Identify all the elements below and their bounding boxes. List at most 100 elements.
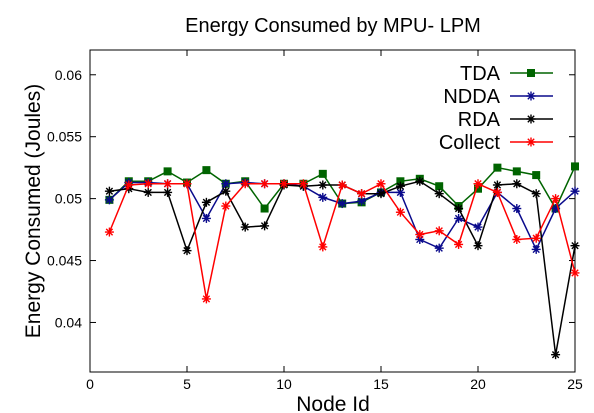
data-point-collect <box>337 180 347 190</box>
marker-stroke <box>105 196 114 204</box>
y-tick-label: 0.06 <box>55 67 82 83</box>
data-point-rda <box>143 187 153 197</box>
data-point-rda <box>570 241 580 251</box>
data-point-collect <box>551 194 561 204</box>
marker-stroke <box>513 180 521 188</box>
data-point-collect <box>182 179 192 189</box>
marker-stroke <box>474 180 482 188</box>
marker-stroke <box>202 198 211 207</box>
data-point-rda <box>182 246 192 256</box>
marker-stroke <box>551 350 560 359</box>
data-point-tda <box>260 204 269 213</box>
data-point-collect <box>318 242 328 252</box>
y-tick-label: 0.04 <box>55 314 82 330</box>
data-point-ndda <box>473 222 483 232</box>
marker-stroke <box>435 227 443 235</box>
legend-label: RDA <box>458 109 501 131</box>
data-point-ndda <box>318 192 328 202</box>
y-tick-label: 0.055 <box>47 129 82 145</box>
marker-stroke <box>319 243 327 251</box>
data-point-collect <box>434 226 444 236</box>
marker-stroke <box>527 138 535 146</box>
marker-stroke <box>396 188 405 197</box>
data-point-rda <box>240 222 250 232</box>
marker-stroke <box>377 180 385 188</box>
data-point-ndda <box>531 244 541 254</box>
y-axis-title: Energy Consumed (Joules) <box>22 84 45 338</box>
x-axis-title: Node Id <box>296 393 370 413</box>
data-point-collect <box>240 179 250 189</box>
data-point-collect <box>260 179 270 189</box>
marker-stroke <box>260 180 269 188</box>
marker-stroke <box>571 269 579 277</box>
data-point-ndda <box>434 243 444 253</box>
data-point-tda <box>512 167 521 176</box>
data-point-rda <box>551 350 561 360</box>
data-point-rda <box>531 189 541 199</box>
marker-stroke <box>454 204 463 213</box>
y-tick-label: 0.05 <box>55 191 82 207</box>
legend-item-rda: RDA <box>458 109 553 131</box>
marker-stroke <box>527 115 535 123</box>
data-point-ndda <box>201 213 211 223</box>
x-tick-label: 15 <box>373 376 389 392</box>
marker-stroke <box>222 187 230 195</box>
data-point-rda <box>201 197 211 207</box>
data-point-collect <box>473 179 483 189</box>
marker-stroke <box>241 223 249 231</box>
marker-stroke <box>183 180 191 188</box>
data-point-collect <box>395 207 405 217</box>
marker-stroke <box>396 182 405 190</box>
data-point-tda <box>202 166 211 175</box>
marker-stroke <box>474 223 482 231</box>
legend-label: TDA <box>460 63 501 85</box>
marker-stroke <box>571 187 579 195</box>
marker-stroke <box>299 180 308 188</box>
marker-stroke <box>571 241 579 250</box>
data-point-tda <box>571 162 579 171</box>
marker-stroke <box>551 194 560 203</box>
marker-stroke <box>280 180 288 188</box>
legend-label: Collect <box>439 132 501 154</box>
marker-stroke <box>532 189 540 198</box>
marker-stroke <box>105 228 114 236</box>
marker-stroke <box>222 202 230 210</box>
data-point-ndda <box>454 213 464 223</box>
data-point-rda <box>473 241 483 251</box>
data-point-collect <box>221 201 231 211</box>
x-tick-label: 25 <box>567 376 583 392</box>
data-point-collect <box>415 230 425 240</box>
legend-item-collect: Collect <box>439 132 553 154</box>
marker-stroke <box>474 241 482 250</box>
legend-marker <box>526 137 536 147</box>
data-point-tda <box>474 184 482 193</box>
data-point-rda <box>415 176 425 186</box>
marker-stroke <box>435 244 443 252</box>
data-point-tda <box>532 171 541 180</box>
data-point-rda <box>376 189 386 199</box>
data-point-rda <box>434 189 444 199</box>
data-point-ndda <box>512 204 522 214</box>
data-point-tda <box>493 163 502 172</box>
x-tick-label: 5 <box>183 376 191 392</box>
marker-stroke <box>222 180 230 188</box>
marker-stroke <box>532 234 540 242</box>
marker-stroke <box>527 92 535 100</box>
data-point-collect <box>454 239 464 249</box>
legend-label: NDDA <box>443 86 500 108</box>
series-collect <box>104 179 580 304</box>
data-point-collect <box>492 187 502 197</box>
data-point-collect <box>531 233 541 243</box>
plot-area-frame <box>89 49 576 373</box>
data-point-collect <box>512 234 522 244</box>
marker-stroke <box>338 181 346 189</box>
data-point-collect <box>357 189 367 199</box>
marker-stroke <box>144 180 152 188</box>
x-tick-label: 0 <box>86 376 94 392</box>
data-point-collect <box>201 294 211 304</box>
data-point-rda <box>104 186 114 196</box>
marker-stroke <box>377 189 385 198</box>
data-point-rda <box>221 186 231 196</box>
